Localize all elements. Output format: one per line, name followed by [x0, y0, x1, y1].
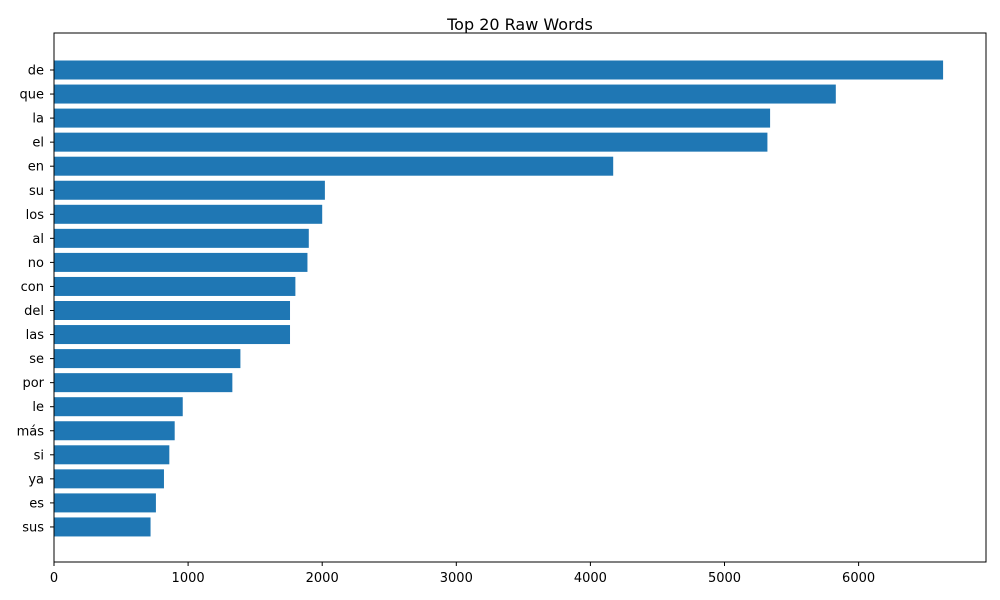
- y-tick-label: sus: [22, 520, 44, 535]
- bar-su: [54, 180, 325, 200]
- bar-sus: [54, 517, 151, 537]
- y-tick-label: de: [28, 64, 44, 79]
- chart-title: Top 20 Raw Words: [446, 15, 593, 34]
- y-tick-label: la: [32, 112, 44, 127]
- bar-del: [54, 301, 291, 320]
- bar-si: [54, 445, 170, 465]
- y-tick-label: en: [28, 160, 44, 175]
- bar-le: [54, 397, 183, 417]
- bar-de: [54, 60, 944, 80]
- y-tick-label: se: [29, 352, 44, 367]
- x-tick-label: 5000: [708, 571, 741, 586]
- x-tick-label: 1000: [172, 571, 205, 586]
- y-tick-label: que: [20, 88, 45, 103]
- y-tick-label: ya: [28, 472, 44, 487]
- x-tick-label: 0: [50, 571, 58, 586]
- bar-ya: [54, 469, 164, 489]
- bars-group: [54, 60, 944, 537]
- y-tick-labels: de que la el en su los al no con del las se por le más s…: [17, 64, 54, 535]
- bar-la: [54, 108, 771, 128]
- bar-por: [54, 373, 233, 393]
- y-tick-label: más: [17, 424, 45, 439]
- x-tick-label: 6000: [842, 571, 875, 586]
- y-tick-label: le: [32, 400, 44, 415]
- y-tick-label: su: [29, 184, 44, 199]
- y-tick-label: es: [29, 496, 44, 511]
- y-tick-label: del: [24, 304, 44, 319]
- x-tick-label: 2000: [306, 571, 339, 586]
- bar-al: [54, 228, 309, 248]
- bar-es: [54, 493, 156, 513]
- bar-no: [54, 252, 308, 272]
- bar-que: [54, 84, 836, 104]
- y-tick-label: si: [34, 448, 44, 463]
- bar-se: [54, 349, 241, 369]
- bar-los: [54, 204, 323, 224]
- y-tick-label: el: [32, 136, 44, 151]
- bar-más: [54, 421, 175, 441]
- bar-en: [54, 156, 614, 176]
- x-tick-label: 3000: [440, 571, 473, 586]
- bar-las: [54, 325, 291, 345]
- x-tick-label: 4000: [574, 571, 607, 586]
- y-tick-label: los: [26, 208, 45, 223]
- bar-el: [54, 132, 768, 152]
- bar-con: [54, 276, 296, 296]
- x-axis: 0 1000 2000 3000 4000 5000 6000: [50, 562, 875, 586]
- y-tick-label: por: [22, 376, 44, 391]
- y-tick-label: con: [21, 280, 44, 295]
- y-tick-label: las: [26, 328, 45, 343]
- plot-frame: [53, 32, 987, 563]
- y-tick-label: no: [28, 256, 44, 271]
- y-tick-label: al: [32, 232, 44, 247]
